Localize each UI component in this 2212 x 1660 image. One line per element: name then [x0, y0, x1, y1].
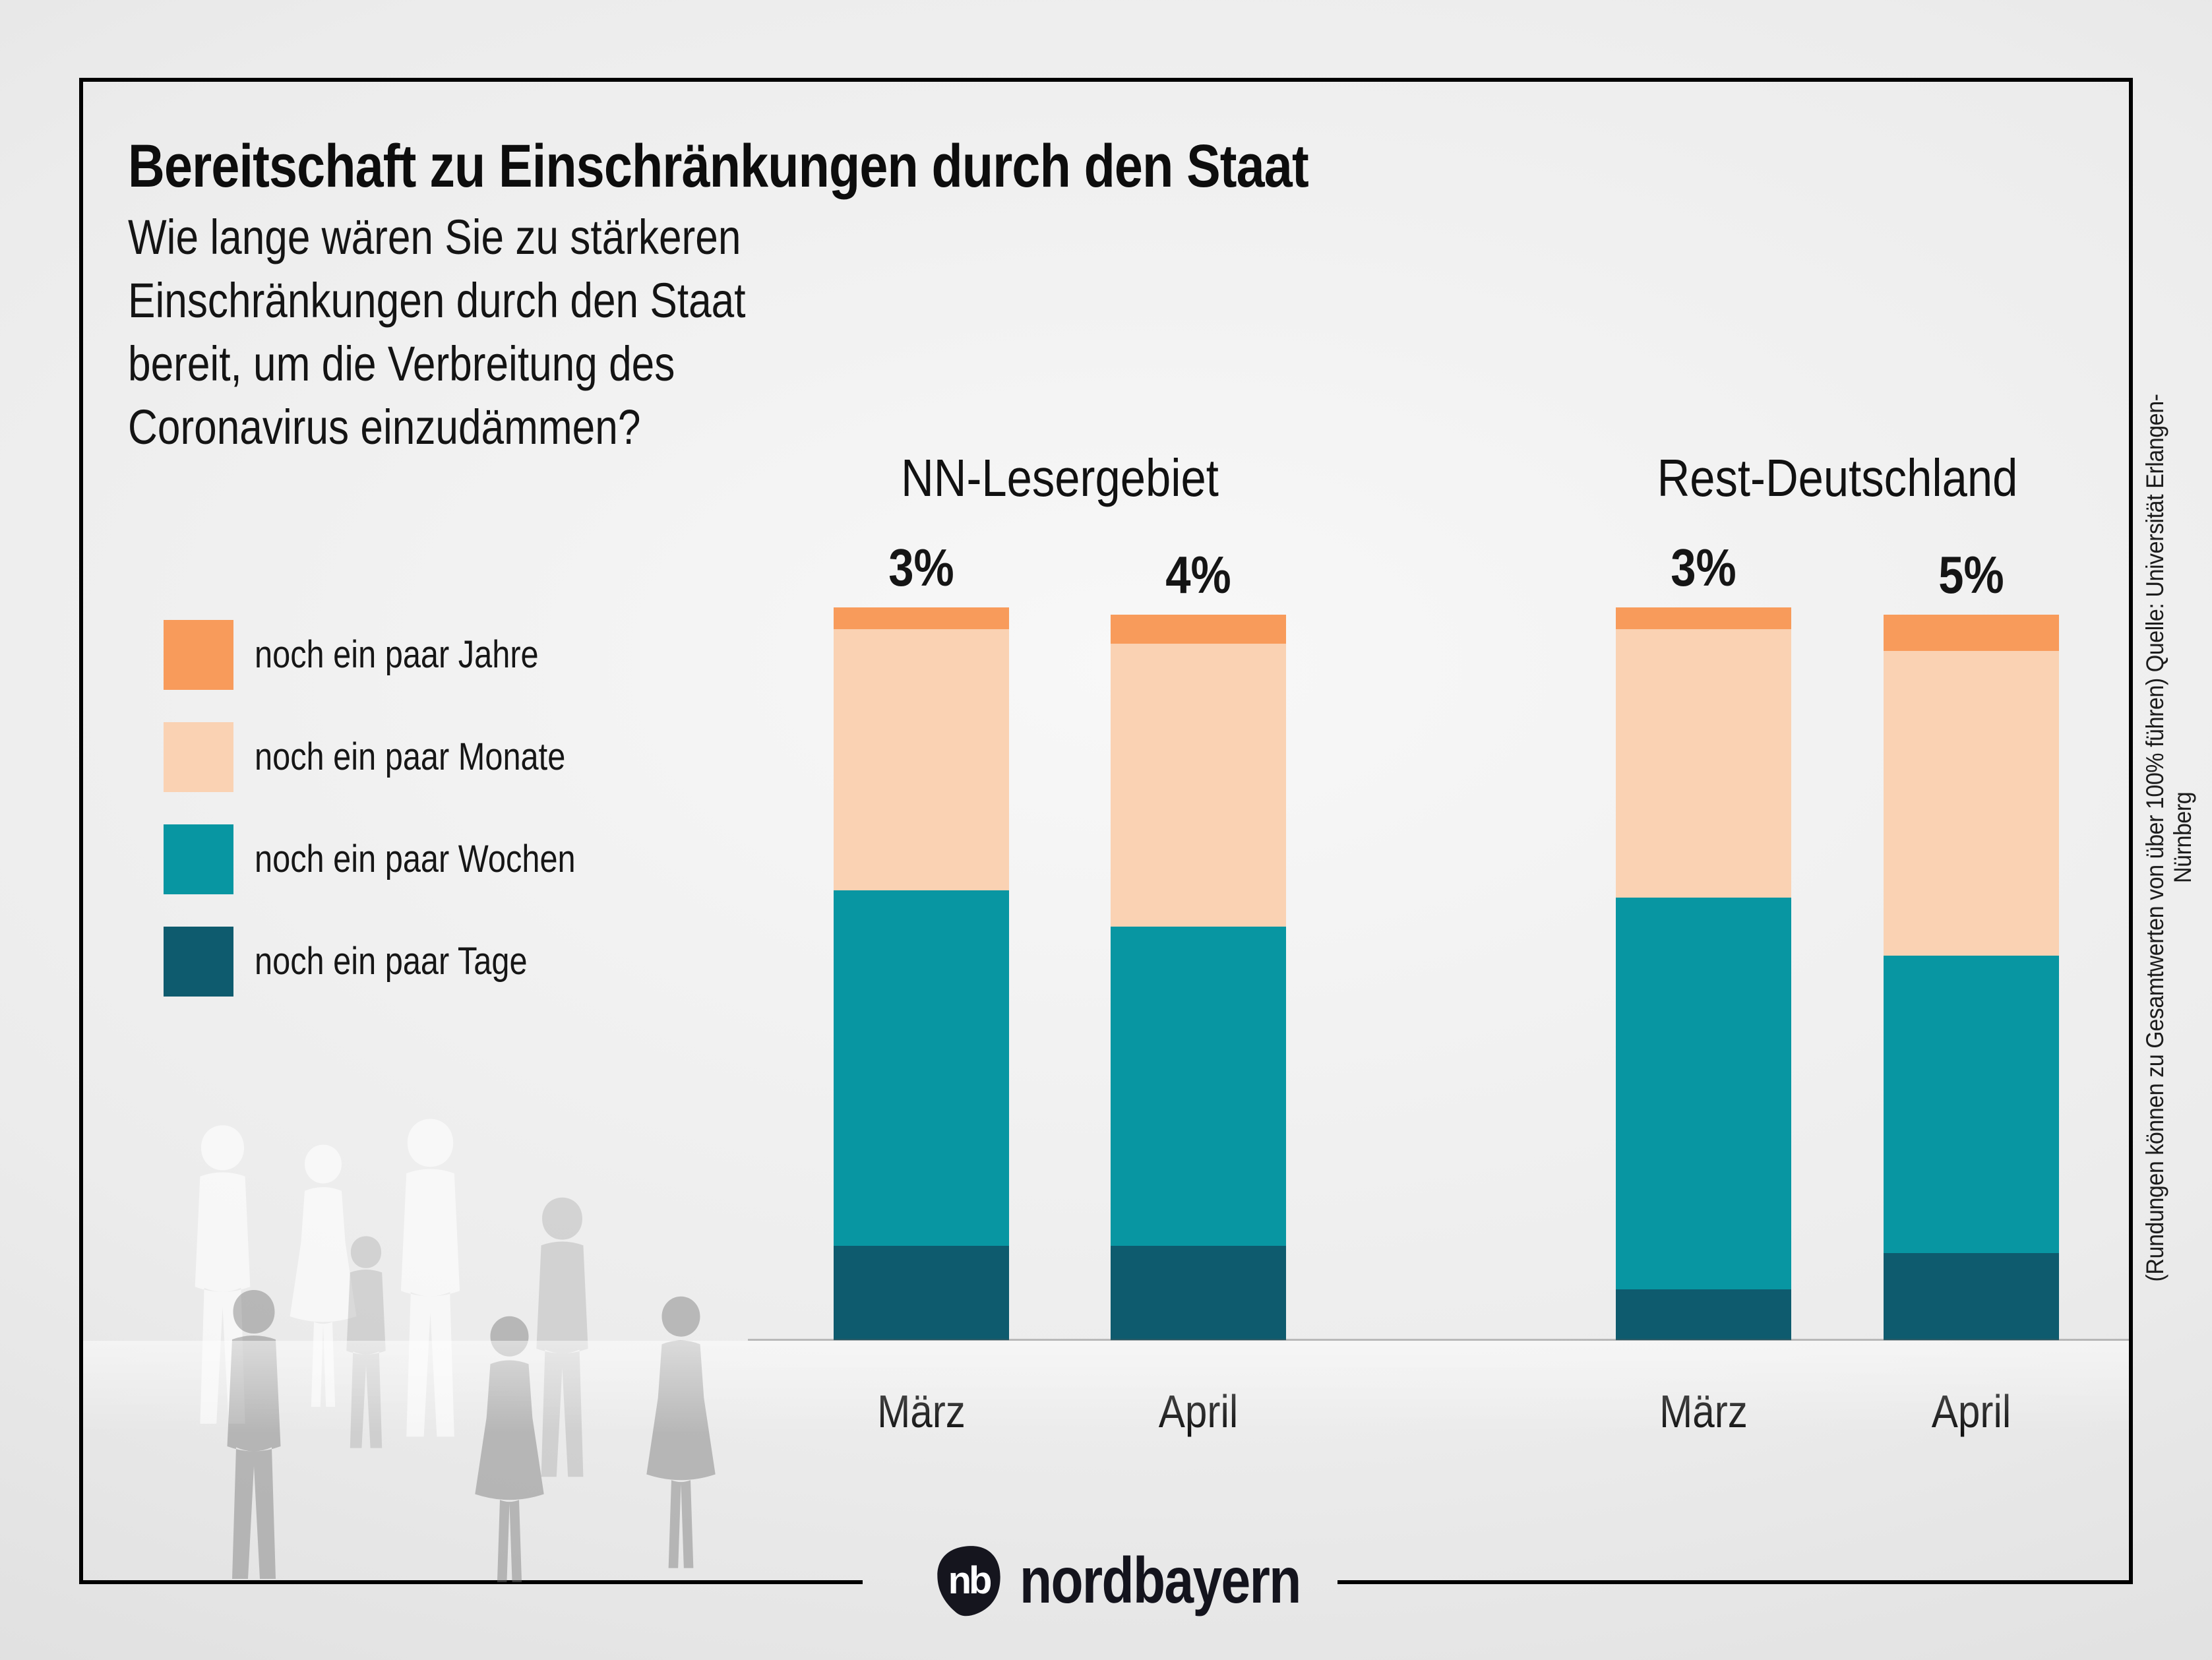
segment-tage: [1884, 1253, 2059, 1340]
segment-wochen: [1884, 956, 2059, 1253]
segment-wochen: [834, 890, 1009, 1246]
segment-jahre: [1111, 615, 1286, 644]
survey-question: Wie lange wären Sie zu stärkeren Einschr…: [128, 206, 863, 459]
segment-wochen: [1616, 898, 1791, 1289]
baseline-highlight: [83, 1341, 2129, 1433]
segment-monate: [834, 629, 1009, 890]
survey-question-line: Einschränkungen durch den Staat: [128, 273, 746, 328]
bar-Rest-Deutschland-April: [1884, 615, 2059, 1340]
segment-tage: [1111, 1246, 1286, 1340]
segment-monate: [1111, 644, 1286, 927]
nordbayern-wordmark: nordbayern: [1020, 1544, 1301, 1616]
bar-NN-Lesergebiet-April: [1111, 615, 1286, 1340]
survey-question-line: Coronavirus einzudämmen?: [128, 400, 641, 454]
group-title: NN-Lesergebiet: [901, 448, 1219, 507]
legend-label: noch ein paar Wochen: [255, 838, 576, 880]
nordbayern-logo-icon: [937, 1546, 1000, 1616]
segment-jahre: [1616, 607, 1791, 629]
bar-value-label-jahre: 3%: [888, 538, 954, 597]
segment-jahre: [1884, 615, 2059, 651]
legend-item-tage: noch ein paar Tage: [164, 927, 579, 997]
legend-item-monate: noch ein paar Monate: [164, 722, 625, 792]
bar-Rest-Deutschland-März: [1616, 607, 1791, 1340]
survey-question-line: Wie lange wären Sie zu stärkeren: [128, 210, 741, 264]
segment-jahre: [834, 607, 1009, 629]
segment-monate: [1616, 629, 1791, 898]
segment-tage: [834, 1246, 1009, 1340]
inner-frame-border: [79, 78, 2133, 1582]
legend-swatch-tage: [164, 927, 233, 997]
legend-swatch-wochen: [164, 824, 233, 894]
bar-NN-Lesergebiet-März: [834, 607, 1009, 1340]
people-silhouettes-decoration: [195, 1119, 716, 1582]
source-note: (Rundungen können zu Gesamtwerten von üb…: [2141, 394, 2196, 1281]
chart-baseline: [748, 1339, 2129, 1341]
legend-swatch-monate: [164, 722, 233, 792]
frame-bottom-left-segment: [79, 1580, 863, 1584]
bar-value-label-jahre: 3%: [1671, 538, 1736, 597]
bar-value-label-jahre: 5%: [1938, 545, 2004, 604]
legend-swatch-jahre: [164, 620, 233, 690]
segment-tage: [1616, 1289, 1791, 1340]
legend-label: noch ein paar Jahre: [255, 633, 539, 676]
page-title: Bereitschaft zu Einschränkungen durch de…: [128, 133, 1309, 200]
legend-label: noch ein paar Tage: [255, 940, 528, 983]
frame-bottom-right-segment: [1337, 1580, 2133, 1584]
segment-wochen: [1111, 927, 1286, 1246]
survey-question-line: bereit, um die Verbreitung des: [128, 336, 675, 391]
bar-value-label-jahre: 4%: [1165, 545, 1231, 604]
nordbayern-monogram: nb: [948, 1558, 993, 1602]
segment-monate: [1884, 651, 2059, 956]
legend-item-wochen: noch ein paar Wochen: [164, 824, 636, 894]
legend-label: noch ein paar Monate: [255, 735, 566, 778]
group-title: Rest-Deutschland: [1657, 448, 2018, 507]
legend-item-jahre: noch ein paar Jahre: [164, 620, 593, 690]
